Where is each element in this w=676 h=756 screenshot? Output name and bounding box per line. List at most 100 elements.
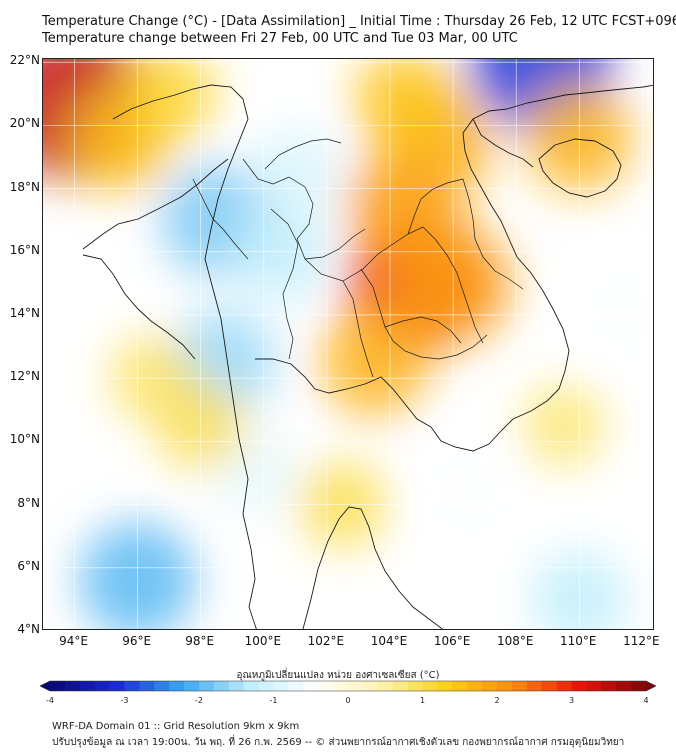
- colorbar-segment: [437, 681, 453, 691]
- latitude-label: 22°N: [9, 53, 40, 68]
- colorbar-segment: [616, 681, 632, 691]
- colorbar-segment: [452, 681, 468, 691]
- border-path: [192, 178, 249, 260]
- coastline-path: [506, 84, 653, 110]
- colorbar-segment: [273, 681, 289, 691]
- colorbar-segment: [392, 681, 408, 691]
- colorbar-segment: [184, 681, 200, 691]
- colorbar-segment: [50, 681, 66, 691]
- field-feature: [522, 384, 605, 467]
- longitude-label: 96°E: [122, 634, 152, 648]
- border-path: [242, 158, 424, 282]
- colorbar-segment: [243, 681, 259, 691]
- colorbar-segment: [541, 681, 557, 691]
- colorbar-segment: [124, 681, 140, 691]
- colorbar-segment: [303, 681, 319, 691]
- footer-model-info: WRF-DA Domain 01 :: Grid Resolution 9km …: [52, 721, 300, 732]
- temperature-field: [43, 59, 653, 629]
- colorbar-segment: [497, 681, 513, 691]
- colorbar-tick-label: 4: [643, 696, 649, 705]
- map-subtitle: Temperature change between Fri 27 Feb, 0…: [42, 31, 518, 46]
- longitude-label: 102°E: [307, 634, 345, 648]
- colorbar-tick-label: -1: [269, 696, 278, 705]
- latitude-label: 20°N: [9, 116, 40, 131]
- coastlines: [82, 84, 653, 629]
- colorbar-tick-label: -4: [46, 696, 54, 705]
- colorbar-outline: [40, 680, 656, 692]
- coastline-path: [82, 254, 196, 360]
- border-path: [342, 280, 374, 378]
- colorbar-segment: [318, 681, 334, 691]
- colorbar-segment: [64, 681, 81, 691]
- colorbar-segment: [586, 681, 602, 691]
- field-feature: [320, 308, 429, 417]
- coastline-path: [538, 138, 622, 198]
- border-path: [360, 268, 488, 360]
- colorbar-tick-label: 2: [494, 696, 500, 705]
- border-path: [462, 178, 524, 290]
- latitude-label: 10°N: [9, 432, 40, 447]
- colorbar-segment: [228, 681, 244, 691]
- colorbar-segment: [79, 681, 95, 691]
- border-path: [407, 178, 464, 235]
- colorbar-segment: [571, 681, 587, 691]
- colorbar-segment: [109, 681, 125, 691]
- coastline-path: [472, 118, 534, 168]
- colorbar-segment: [631, 681, 647, 691]
- country-borders: [192, 138, 524, 378]
- longitude-label: 98°E: [185, 634, 215, 648]
- colorbar-tick-label: 3: [568, 696, 575, 705]
- longitude-label: 108°E: [496, 634, 534, 648]
- field-feature: [251, 128, 340, 217]
- colorbar-segment: [482, 681, 498, 691]
- latitude-label: 6°N: [17, 558, 40, 573]
- longitude-label: 100°E: [244, 634, 282, 648]
- coastline-path: [112, 84, 244, 120]
- latitude-label: 12°N: [9, 369, 40, 384]
- colorbar-segment: [258, 681, 274, 691]
- colorbar-segment: [139, 681, 155, 691]
- colorbar-segment: [407, 681, 423, 691]
- border-path: [264, 138, 342, 170]
- longitude-label: 106°E: [433, 634, 471, 648]
- colorbar-segments: [50, 681, 647, 691]
- border-path: [304, 228, 366, 260]
- colorbar-segment: [169, 681, 185, 691]
- colorbar-tick-label: -2: [195, 696, 203, 705]
- latitude-label: 16°N: [9, 242, 40, 257]
- field-feature: [122, 59, 216, 141]
- coastline-path: [82, 158, 229, 250]
- coastline-path: [204, 98, 257, 629]
- colorbar-tick-label: -3: [120, 696, 129, 705]
- border-path: [422, 226, 484, 344]
- colorbar: [40, 680, 656, 692]
- coastline-path: [302, 506, 444, 629]
- footer-credit: ปรับปรุงข้อมูล ณ เวลา 19:00น. วัน พฤ. ที…: [52, 737, 625, 748]
- field-feature: [431, 451, 506, 526]
- latitude-label: 8°N: [17, 495, 40, 510]
- map-canvas: [43, 59, 653, 629]
- colorbar-segment: [362, 681, 379, 691]
- colorbar-segment: [422, 681, 438, 691]
- latitude-label: 4°N: [17, 622, 40, 636]
- map-title: Temperature Change (°C) - [Data Assimila…: [42, 14, 676, 29]
- latitude-label: 18°N: [9, 179, 40, 194]
- colorbar-segment: [467, 681, 483, 691]
- temperature-change-map: [42, 58, 654, 630]
- colorbar-segment: [526, 681, 542, 691]
- colorbar-segment: [94, 681, 110, 691]
- colorbar-segment: [377, 681, 393, 691]
- colorbar-max-extend: [646, 681, 656, 691]
- field-feature: [354, 59, 457, 152]
- colorbar-min-extend: [40, 681, 50, 691]
- colorbar-segment: [213, 681, 230, 691]
- colorbar-tick-label: 0: [345, 696, 351, 705]
- longitude-label: 110°E: [560, 634, 597, 648]
- coastline-path: [430, 108, 570, 452]
- colorbar-segment: [288, 681, 304, 691]
- coastline-path: [255, 358, 432, 428]
- colorbar-segment: [556, 681, 572, 691]
- colorbar-segment: [199, 681, 215, 691]
- border-path: [270, 208, 299, 360]
- latitude-label: 14°N: [9, 305, 40, 320]
